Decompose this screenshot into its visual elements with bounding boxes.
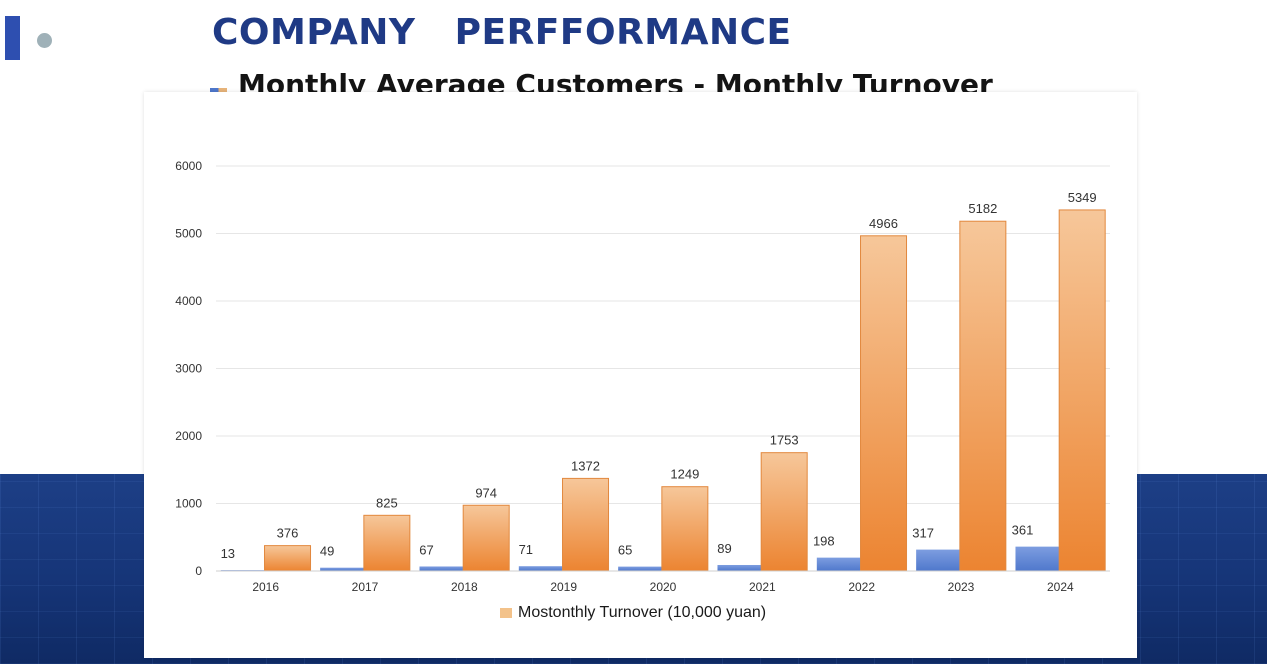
x-tick-label: 2020 [650,580,677,594]
x-tick-label: 2023 [948,580,975,594]
corner-bar-decoration [5,16,20,60]
y-tick-label: 3000 [175,362,202,376]
turnover-data-label: 5349 [1068,190,1097,205]
turnover-data-label: 1249 [670,467,699,482]
customers-bar [816,557,863,571]
customers-bar [717,564,764,571]
customers-bar [419,566,466,571]
turnover-data-label: 1753 [770,433,799,448]
customers-data-label: 71 [519,542,533,557]
page-title: COMPANY PERFFORMANCE [212,12,792,53]
y-tick-label: 6000 [175,159,202,173]
y-tick-label: 5000 [175,227,202,241]
y-tick-label: 2000 [175,429,202,443]
turnover-data-label: 825 [376,495,398,510]
customers-data-label: 13 [221,546,235,561]
corner-dot-decoration [37,33,52,48]
turnover-bar [264,545,312,572]
customers-bar [518,566,565,571]
subtitle-marker-icon [210,88,227,94]
y-tick-label: 1000 [175,497,202,511]
customers-bar [1015,546,1062,571]
legend-label: Mostonthly Turnover (10,000 yuan) [518,604,767,621]
x-tick-label: 2024 [1047,580,1074,594]
customers-data-label: 317 [912,526,934,541]
turnover-bar [562,477,610,572]
customers-bar [618,566,665,571]
legend-swatch [500,608,512,618]
x-tick-label: 2019 [550,580,577,594]
turnover-bar [959,220,1007,572]
customers-data-label: 67 [419,542,433,557]
turnover-bar [760,452,808,572]
turnover-bar [462,504,510,572]
y-tick-label: 0 [195,564,202,578]
turnover-data-label: 4966 [869,216,898,231]
turnover-data-label: 376 [277,526,299,541]
customers-data-label: 49 [320,544,334,559]
customers-data-label: 89 [717,541,731,556]
chart-card: 0 1000 2000 3000 4000 5000 6000 13 376 2016 49 825 2… [144,92,1137,658]
customers-data-label: 361 [1012,523,1034,538]
turnover-bar [363,514,411,572]
turnover-data-label: 974 [475,485,497,500]
turnover-bar [860,235,908,572]
x-tick-label: 2022 [848,580,875,594]
x-tick-label: 2018 [451,580,478,594]
turnover-data-label: 1372 [571,458,600,473]
y-tick-label: 4000 [175,294,202,308]
customers-data-label: 65 [618,543,632,558]
turnover-bar [661,486,709,572]
customers-data-label: 198 [813,534,835,549]
x-tick-label: 2016 [252,580,279,594]
chart-legend: Mostonthly Turnover (10,000 yuan) [500,604,766,622]
customers-bar [320,567,367,571]
customers-bar [916,549,963,571]
x-tick-label: 2017 [352,580,379,594]
turnover-bar [1058,209,1106,572]
bar-chart: 0 1000 2000 3000 4000 5000 6000 13 376 2016 49 825 2… [175,159,1110,594]
x-tick-label: 2021 [749,580,776,594]
turnover-data-label: 5182 [968,201,997,216]
